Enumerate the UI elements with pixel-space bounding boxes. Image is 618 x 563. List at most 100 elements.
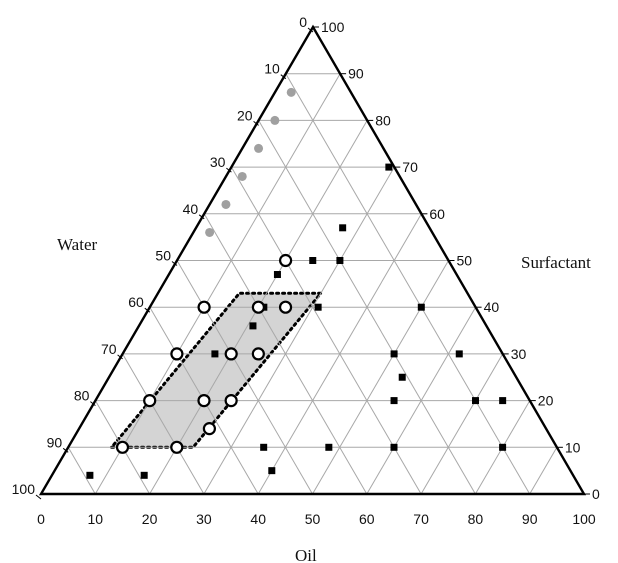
point-open-circle-1	[170, 440, 184, 454]
point-square-2	[260, 443, 268, 451]
point-open-circle-6	[197, 300, 211, 314]
point-open-circle-7	[251, 300, 265, 314]
point-open-circle-4	[170, 347, 184, 361]
tick-labels: 0 0 0 10 10 10 20 20 20 30 30 30 40 40 40 50 50 50 60 60 60 7…	[12, 14, 600, 527]
grid-line-water-20	[258, 120, 476, 495]
tick-surfactant-80: 80	[375, 112, 391, 128]
tick-water-0: 0	[299, 14, 307, 30]
tick-mark-water-90	[62, 447, 69, 453]
grid-line-water-50	[176, 260, 313, 495]
tick-surfactant-30: 30	[511, 346, 527, 362]
tick-water-100: 100	[12, 481, 36, 497]
tick-oil-10: 10	[88, 511, 104, 527]
point-square-4	[325, 443, 333, 451]
point-open-circle-5	[224, 347, 238, 361]
point-square-16	[336, 257, 344, 264]
point-square-3	[268, 467, 276, 475]
point-square-20	[499, 443, 507, 451]
tick-water-70: 70	[101, 341, 117, 357]
tick-surfactant-0: 0	[592, 486, 600, 502]
point-open-circle-12	[202, 422, 216, 436]
grid-line-water-70	[122, 353, 205, 495]
grid-line-water-90	[67, 447, 96, 495]
shaded-region	[108, 291, 325, 449]
point-square-14	[385, 163, 393, 171]
point-gray-circle-0	[205, 227, 215, 237]
tick-water-80: 80	[74, 388, 90, 404]
point-open-circle-11	[279, 253, 293, 268]
tick-water-50: 50	[155, 248, 171, 264]
point-square-5	[390, 397, 398, 405]
tick-surfactant-100: 100	[321, 19, 345, 35]
point-gray-circle-5	[286, 87, 296, 97]
point-square-10	[273, 271, 281, 279]
grid-line-water-10	[285, 73, 531, 495]
tick-mark-water-80	[90, 401, 96, 406]
tick-mark-water-10	[280, 74, 287, 80]
tick-water-10: 10	[264, 61, 280, 77]
point-open-circle-3	[197, 394, 211, 408]
tick-mark-water-60	[144, 307, 151, 313]
point-open-circle-0	[115, 440, 130, 454]
tick-water-40: 40	[183, 201, 199, 217]
point-square-22	[390, 443, 398, 451]
axis-title-oil: Oil	[295, 546, 317, 563]
point-square-1	[140, 471, 148, 479]
grid-line-oil-30	[203, 166, 395, 495]
point-open-circle-9	[251, 347, 265, 361]
point-square-21	[499, 397, 507, 405]
tick-surfactant-60: 60	[429, 206, 445, 222]
tick-oil-40: 40	[250, 511, 266, 527]
point-gray-circle-1	[221, 199, 231, 209]
tick-oil-70: 70	[413, 511, 429, 527]
point-square-13	[211, 350, 219, 358]
tick-mark-water-50	[171, 261, 178, 266]
point-square-7	[390, 350, 398, 358]
grid-line-water-40	[203, 213, 368, 495]
tick-oil-100: 100	[572, 511, 596, 527]
point-square-9	[309, 257, 317, 264]
tick-surfactant-20: 20	[538, 393, 554, 409]
axis-title-surfactant: Surfactant	[521, 253, 591, 272]
point-gray-circle-4	[270, 115, 280, 125]
point-square-6	[398, 373, 406, 381]
point-square-8	[314, 303, 322, 311]
data-points	[86, 87, 507, 479]
point-square-17	[417, 303, 425, 311]
point-square-12	[249, 322, 257, 330]
grid-line-oil-50	[312, 260, 449, 495]
point-square-18	[455, 350, 463, 358]
tick-oil-90: 90	[522, 511, 538, 527]
tick-mark-water-40	[198, 214, 205, 220]
tick-oil-50: 50	[305, 511, 321, 527]
tick-surfactant-50: 50	[457, 253, 473, 269]
tick-oil-60: 60	[359, 511, 375, 527]
shaded-region-layer	[108, 291, 325, 449]
point-open-circle-10	[278, 300, 293, 314]
tick-surfactant-40: 40	[484, 299, 500, 315]
point-square-19	[472, 397, 479, 405]
axis-title-water: Water	[57, 235, 97, 254]
tick-water-90: 90	[47, 434, 63, 450]
tick-mark-water-100	[35, 494, 42, 500]
tick-mark-water-20	[253, 121, 259, 126]
grid-line-oil-90	[529, 447, 558, 495]
tick-oil-20: 20	[142, 511, 158, 527]
tick-mark-water-30	[226, 167, 232, 173]
tick-mark-water-0	[307, 27, 314, 33]
tick-oil-0: 0	[37, 511, 45, 527]
tick-oil-30: 30	[196, 511, 212, 527]
point-open-circle-8	[224, 394, 238, 408]
tick-surfactant-10: 10	[565, 439, 581, 455]
grid-line-oil-70	[420, 353, 504, 495]
point-square-0	[86, 471, 94, 479]
tick-water-60: 60	[128, 294, 144, 310]
tick-mark-water-70	[117, 354, 123, 360]
grid-line-water-30	[230, 166, 422, 495]
tick-surfactant-90: 90	[348, 66, 364, 82]
tick-water-30: 30	[210, 154, 226, 170]
point-gray-circle-3	[254, 143, 264, 153]
point-gray-circle-2	[237, 171, 247, 181]
tick-oil-80: 80	[468, 511, 484, 527]
